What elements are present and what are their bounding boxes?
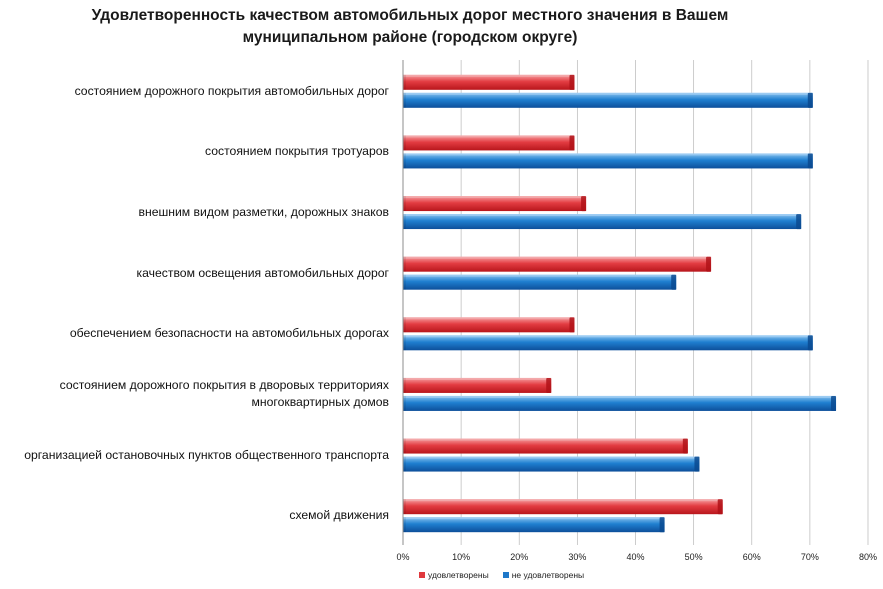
bar-not-satisfied [403, 92, 813, 108]
legend-item-not-satisfied: не удовлетворены [502, 570, 585, 580]
x-tick-label: 10% [452, 552, 470, 562]
bar-not-satisfied [403, 456, 700, 472]
bar-satisfied [403, 438, 688, 454]
category-label: состоянием дорожного покрытия автомобиль… [74, 83, 389, 98]
category-label: схемой движения [289, 508, 389, 523]
grid-layer [402, 60, 869, 545]
axis-layer: 0% 10% 20% 30% 40% 50% 60% 70% 80% [396, 60, 877, 562]
bar-satisfied [403, 135, 575, 151]
chart-title-line-1: Удовлетворенность качеством автомобильны… [91, 7, 729, 24]
legend-label-satisfied: удовлетворены [428, 570, 489, 580]
category-label: состоянием дорожного покрытия в дворовых… [59, 378, 389, 410]
bar-satisfied [403, 377, 552, 393]
legend-swatch-satisfied [419, 572, 425, 578]
category-label: внешним видом разметки, дорожных знаков [138, 205, 389, 220]
category-label: обеспечением безопасности на автомобильн… [69, 326, 389, 341]
chart-title-line-2: муниципальном районе (городском округе) [242, 29, 578, 46]
legend: удовлетворены не удовлетворены [419, 570, 584, 580]
chart-title: Удовлетворенность качеством автомобильны… [60, 5, 760, 49]
legend-label-not-satisfied: не удовлетворены [511, 570, 585, 580]
bar-satisfied [403, 256, 712, 272]
category-label: организацией остановочных пунктов общест… [24, 447, 389, 462]
bar-not-satisfied [403, 335, 813, 351]
category-label: состоянием покрытия тротуаров [205, 144, 389, 159]
bar-satisfied [403, 499, 723, 515]
bar-not-satisfied [403, 395, 837, 411]
bar-satisfied [403, 74, 575, 90]
x-tick-label: 0% [396, 552, 409, 562]
bars-layer [403, 74, 837, 533]
x-tick-label: 50% [685, 552, 703, 562]
bar-not-satisfied [403, 153, 813, 169]
x-tick-label: 80% [859, 552, 877, 562]
x-tick-label: 30% [568, 552, 586, 562]
legend-item-satisfied: удовлетворены [419, 570, 489, 580]
legend-swatch-not-satisfied [502, 572, 509, 578]
bar-satisfied [403, 317, 575, 333]
bar-not-satisfied [403, 214, 802, 230]
bar-not-satisfied [403, 517, 665, 533]
category-label: качеством освещения автомобильных дорог [136, 265, 389, 280]
x-tick-label: 40% [626, 552, 644, 562]
bar-satisfied [403, 196, 587, 212]
x-tick-label: 60% [743, 552, 761, 562]
x-tick-label: 20% [510, 552, 528, 562]
x-tick-label: 70% [801, 552, 819, 562]
bar-not-satisfied [403, 274, 677, 290]
